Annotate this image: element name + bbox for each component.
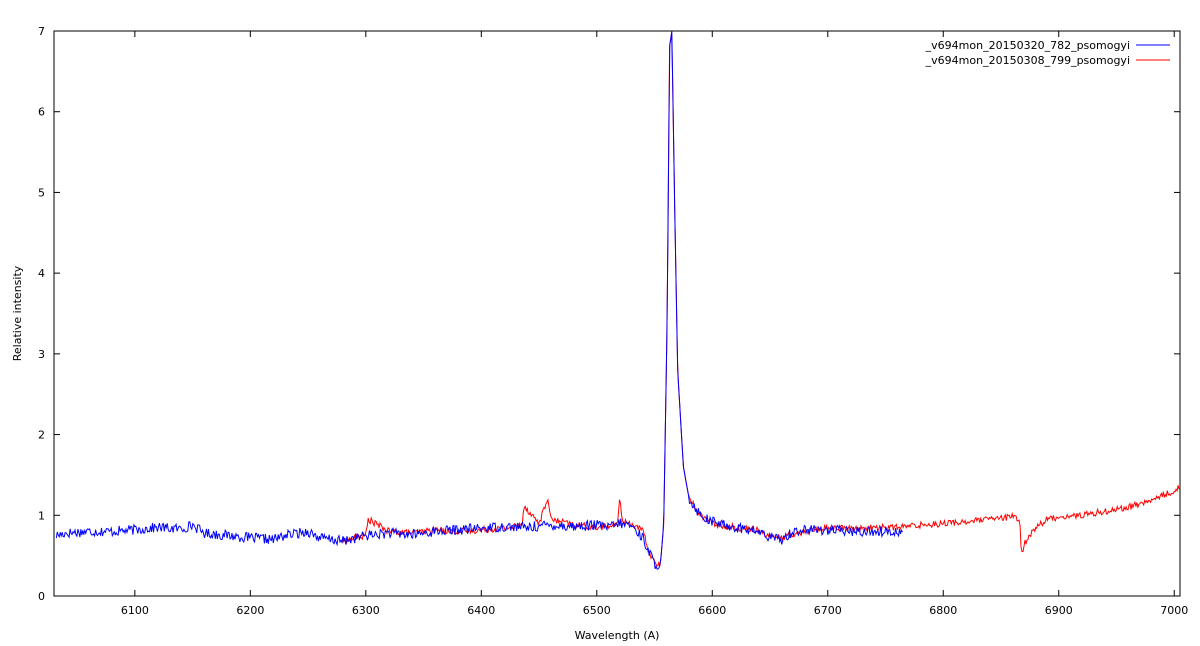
x-tick-label: 6100 [121, 604, 149, 617]
x-axis-title: Wavelength (A) [575, 629, 660, 642]
x-tick-label: 6600 [698, 604, 726, 617]
x-tick-label: 6400 [467, 604, 495, 617]
x-axis: 6100 6200 6300 6400 6500 6600 6700 6800 6900 7000 [121, 31, 1188, 617]
y-axis-title: Relative intensity [11, 265, 24, 361]
series-line-20150320 [55, 31, 903, 570]
legend-label: _v694mon_20150320_782_psomogyi [925, 39, 1130, 52]
x-tick-label: 6700 [814, 604, 842, 617]
y-tick-label: 7 [38, 25, 45, 38]
y-tick-label: 5 [38, 186, 45, 199]
x-tick-label: 6200 [236, 604, 264, 617]
y-tick-label: 3 [38, 348, 45, 361]
x-tick-label: 6300 [352, 604, 380, 617]
x-tick-label: 7000 [1160, 604, 1188, 617]
series-lines [55, 31, 1180, 570]
y-tick-label: 4 [38, 267, 45, 280]
legend: _v694mon_20150320_782_psomogyi _v694mon_2… [925, 39, 1170, 67]
y-tick-label: 0 [38, 590, 45, 603]
y-tick-label: 6 [38, 106, 45, 119]
x-tick-label: 6800 [929, 604, 957, 617]
x-tick-label: 6500 [583, 604, 611, 617]
series-line-20150308 [342, 32, 1180, 567]
y-tick-label: 1 [38, 509, 45, 522]
plot-area [53, 30, 1181, 597]
legend-label: _v694mon_20150308_799_psomogyi [925, 54, 1130, 67]
x-tick-label: 6900 [1045, 604, 1073, 617]
y-axis: 0 1 2 3 4 5 6 7 [38, 25, 1180, 603]
y-tick-label: 2 [38, 429, 45, 442]
